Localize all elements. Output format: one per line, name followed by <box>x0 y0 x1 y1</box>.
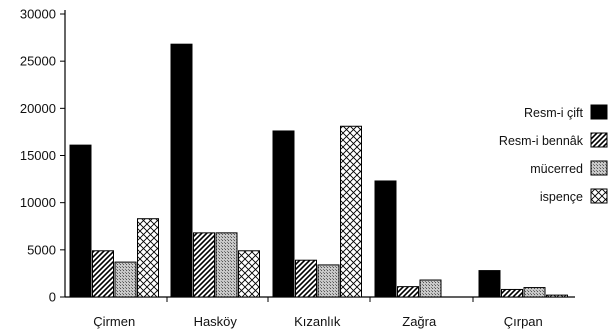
y-tick-label: 10000 <box>20 195 56 210</box>
legend: Resm-i çift Resm-i bennâk mücerred ispençe <box>499 104 608 204</box>
bar <box>92 250 114 298</box>
y-tick-label: 15000 <box>20 148 56 163</box>
x-tick-label: Çirmen <box>93 314 135 329</box>
bar <box>501 288 523 298</box>
y-tick-label: 30000 <box>20 7 56 22</box>
x-tick-label: Zağra <box>402 314 437 329</box>
x-tick-label: Kızanlık <box>294 314 341 329</box>
bar <box>193 232 215 298</box>
bar <box>523 287 546 298</box>
legend-swatch <box>590 160 608 176</box>
bar <box>419 279 442 298</box>
x-tick-label: Çırpan <box>504 314 543 329</box>
y-tick-label: 5000 <box>27 242 56 257</box>
legend-label: mücerred <box>530 162 583 176</box>
bar <box>170 43 193 298</box>
legend-label: Resm-i çift <box>524 106 584 120</box>
y-tick-label: 20000 <box>20 101 56 116</box>
y-tick-label: 0 <box>49 290 56 305</box>
bar <box>69 144 92 298</box>
legend-label: ispençe <box>540 190 583 204</box>
bar <box>215 232 238 298</box>
bar <box>317 264 340 298</box>
y-tick-label: 25000 <box>20 54 56 69</box>
bar <box>374 180 397 298</box>
legend-swatch <box>590 104 608 120</box>
bar <box>546 294 568 298</box>
bar <box>114 261 137 298</box>
bar <box>397 286 419 298</box>
bar <box>478 270 501 298</box>
bar <box>340 125 362 298</box>
axes: 0 5000 10000 15000 20000 25000 30000 Çirmen Hask… <box>20 7 575 329</box>
x-tick-label: Hasköy <box>194 314 238 329</box>
bar <box>295 259 317 298</box>
bar <box>137 218 159 298</box>
legend-swatch <box>590 132 608 148</box>
bars <box>69 43 568 298</box>
bar <box>272 130 295 298</box>
legend-label: Resm-i bennâk <box>499 134 584 148</box>
legend-swatch <box>590 188 608 204</box>
bar <box>238 250 260 298</box>
